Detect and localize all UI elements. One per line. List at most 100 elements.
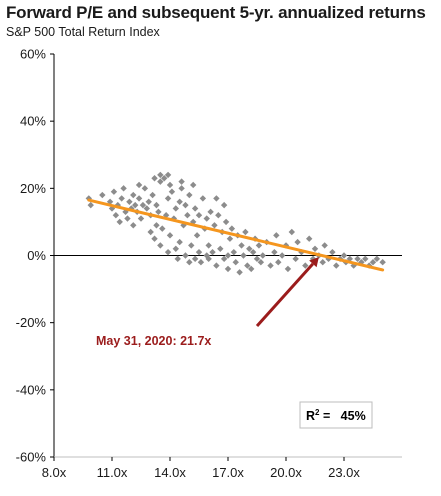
data-point	[242, 228, 249, 236]
data-point	[278, 252, 286, 259]
data-point	[190, 181, 197, 189]
data-point	[306, 235, 313, 242]
chart-subtitle: S&P 500 Total Return Index	[6, 25, 160, 39]
data-point	[205, 242, 212, 249]
data-point	[292, 255, 299, 263]
data-point	[369, 259, 377, 266]
data-point	[195, 212, 203, 219]
data-point	[302, 262, 309, 269]
data-point	[236, 269, 243, 276]
data-point	[130, 222, 137, 229]
data-point	[172, 245, 179, 252]
data-point	[99, 191, 106, 199]
data-point	[157, 178, 164, 185]
data-point	[151, 175, 158, 182]
data-point	[195, 248, 203, 256]
data-point	[248, 265, 255, 273]
data-point	[226, 235, 234, 242]
x-tick-label: 23.0x	[328, 465, 360, 480]
data-point	[217, 245, 224, 252]
data-point	[161, 175, 168, 182]
data-point	[211, 222, 218, 229]
data-point	[155, 208, 162, 216]
data-point	[329, 248, 336, 256]
data-point	[191, 255, 199, 263]
data-point	[319, 259, 326, 266]
data-point	[267, 262, 274, 269]
data-point	[240, 252, 247, 259]
y-tick-label: 20%	[20, 181, 46, 196]
data-point	[333, 262, 340, 269]
data-point	[224, 252, 232, 259]
data-point	[188, 242, 195, 249]
data-point	[193, 232, 201, 239]
x-tick-label: 14.0x	[154, 465, 186, 480]
y-tick-label: 40%	[20, 114, 46, 129]
chart-title: Forward P/E and subsequent 5-yr. annuali…	[6, 3, 426, 22]
data-point	[139, 201, 147, 209]
data-point	[164, 171, 172, 179]
data-point	[168, 188, 176, 195]
y-tick-label: -20%	[16, 315, 47, 330]
x-tick-label: 17.0x	[212, 465, 244, 480]
data-point	[178, 185, 185, 192]
data-point	[145, 198, 152, 205]
r-squared-label: R	[306, 409, 315, 423]
data-point	[157, 171, 164, 179]
r-squared-box: R2 = 45%	[299, 401, 373, 429]
data-point	[213, 195, 220, 202]
data-point	[87, 201, 94, 209]
r-squared-value: = 45%	[319, 409, 365, 423]
data-point	[209, 248, 216, 256]
data-point	[106, 198, 114, 205]
data-point	[164, 195, 172, 202]
data-point	[249, 248, 257, 256]
data-point	[135, 181, 143, 189]
data-point	[182, 252, 189, 259]
annotation-arrow-head	[309, 257, 319, 268]
data-point	[191, 205, 199, 212]
data-point	[215, 212, 222, 219]
y-tick-label: -60%	[16, 450, 47, 465]
data-point	[340, 252, 348, 259]
data-point	[141, 185, 149, 192]
data-point	[147, 228, 154, 236]
data-point	[257, 259, 265, 266]
r-squared-superscript: 2	[315, 408, 320, 417]
data-point	[222, 218, 230, 226]
data-point	[354, 255, 361, 263]
y-tick-label: 60%	[20, 47, 46, 62]
data-point	[157, 242, 164, 249]
x-tick-label: 11.0x	[97, 465, 128, 480]
data-point	[228, 225, 236, 232]
data-point	[166, 181, 174, 189]
data-point	[197, 259, 205, 266]
y-tick-label: -40%	[16, 382, 47, 397]
data-point	[232, 259, 239, 266]
x-tick-label: 8.0x	[42, 465, 67, 480]
data-point	[199, 195, 207, 202]
data-point	[373, 255, 381, 263]
data-point	[130, 191, 137, 199]
data-point	[124, 215, 131, 222]
trendline	[87, 198, 385, 272]
data-point	[271, 248, 278, 256]
data-point	[153, 201, 160, 209]
trendline-layer	[87, 198, 385, 272]
data-point	[174, 255, 181, 263]
data-point	[284, 265, 292, 273]
data-point	[116, 218, 123, 226]
data-point	[164, 248, 172, 256]
data-point	[182, 201, 189, 209]
data-point	[238, 242, 245, 249]
x-tick-label: 20.0x	[270, 465, 302, 480]
data-point	[186, 191, 193, 199]
svg-text:R2 = 45%: R2 = 45%	[306, 408, 366, 423]
data-point	[112, 212, 120, 219]
data-point	[288, 228, 295, 236]
data-point	[120, 185, 127, 192]
data-point	[172, 205, 179, 212]
data-point	[259, 252, 266, 259]
data-point	[110, 188, 118, 195]
data-point	[294, 238, 301, 246]
